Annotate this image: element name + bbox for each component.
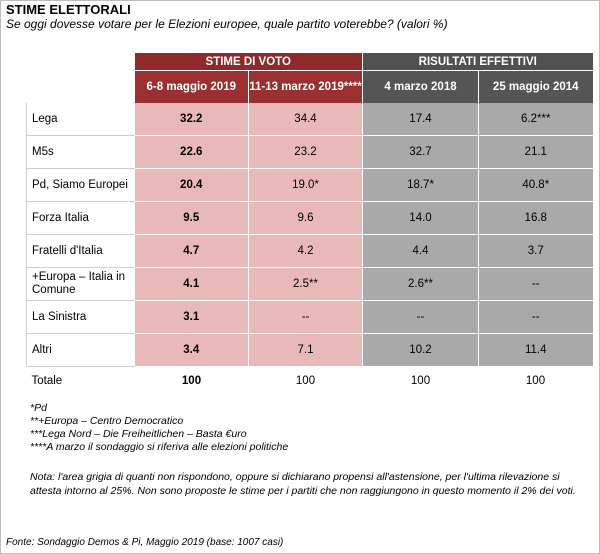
table-row: La Sinistra 3.1 -- -- -- xyxy=(26,300,593,334)
footnote: *Pd xyxy=(30,402,47,414)
total-value: 100 xyxy=(410,375,431,387)
value-cell: 4.4 xyxy=(362,234,479,268)
total-value: 100 xyxy=(295,375,316,387)
value-cell: 3.4 xyxy=(134,333,249,367)
total-value: 100 xyxy=(525,375,546,387)
value-cell: -- xyxy=(478,267,593,301)
value-cell: 7.1 xyxy=(248,333,363,367)
party-name: +Europa – Italia in Comune xyxy=(26,267,135,301)
table-row: Fratelli d'Italia 4.7 4.2 4.4 3.7 xyxy=(26,234,593,268)
footnote: **+Europa – Centro Democratico xyxy=(30,415,184,427)
value-cell: 21.1 xyxy=(478,135,593,169)
value-cell: 17.4 xyxy=(362,103,479,136)
group-header-risultati: RISULTATI EFFETTIVI xyxy=(362,53,593,71)
value-cell: 3.7 xyxy=(478,234,593,268)
party-name: Fratelli d'Italia xyxy=(26,234,135,268)
value-cell: -- xyxy=(478,300,593,334)
table-row: Altri 3.4 7.1 10.2 11.4 xyxy=(26,333,593,367)
column-header: 25 maggio 2014 xyxy=(478,70,593,103)
value-cell: 18.7* xyxy=(362,168,479,202)
footnotes: *Pd **+Europa – Centro Democratico ***Le… xyxy=(30,402,288,454)
value-cell: 4.7 xyxy=(134,234,249,268)
empty-header-cell xyxy=(27,71,135,104)
party-name: M5s xyxy=(26,135,135,169)
value-cell: 16.8 xyxy=(478,201,593,235)
value-cell: 2.6** xyxy=(362,267,479,301)
value-cell: 14.0 xyxy=(362,201,479,235)
footnote: ***Lega Nord – Die Freiheitlichen – Bast… xyxy=(30,428,247,440)
value-cell: 22.6 xyxy=(134,135,249,169)
value-cell: 40.8* xyxy=(478,168,593,202)
value-cell: 9.5 xyxy=(134,201,249,235)
table-body: Lega 32.2 34.4 17.4 6.2*** M5s 22.6 23.2 32.7 21.… xyxy=(26,103,593,367)
table-row: Forza Italia 9.5 9.6 14.0 16.8 xyxy=(26,201,593,235)
column-header: 4 marzo 2018 xyxy=(362,70,479,103)
footnote: ****A marzo il sondaggio si riferiva all… xyxy=(30,441,289,453)
value-cell: 6.2*** xyxy=(478,103,593,136)
value-cell: 4.2 xyxy=(248,234,363,268)
total-label: Totale xyxy=(31,375,63,387)
page-subtitle: Se oggi dovesse votare per le Elezioni e… xyxy=(6,17,448,31)
total-value: 100 xyxy=(181,375,202,387)
group-header-stime: STIME DI VOTO xyxy=(134,53,363,71)
value-cell: 9.6 xyxy=(248,201,363,235)
note-text: Nota: l'area grigia di quanti non rispon… xyxy=(30,471,576,497)
table-row: +Europa – Italia in Comune 4.1 2.5** 2.6** -… xyxy=(26,267,593,301)
value-cell: 32.2 xyxy=(134,103,249,136)
column-header: 11-13 marzo 2019**** xyxy=(248,70,363,103)
table-row: Lega 32.2 34.4 17.4 6.2*** xyxy=(26,103,593,136)
column-header: 6-8 maggio 2019 xyxy=(134,70,249,103)
table-row: Pd, Siamo Europei 20.4 19.0* 18.7* 40.8* xyxy=(26,168,593,202)
value-cell: 32.7 xyxy=(362,135,479,169)
value-cell: 3.1 xyxy=(134,300,249,334)
party-name: Forza Italia xyxy=(26,201,135,235)
party-name: Altri xyxy=(26,333,135,367)
party-name: La Sinistra xyxy=(26,300,135,334)
value-cell: -- xyxy=(248,300,363,334)
value-cell: -- xyxy=(362,300,479,334)
source-text: Fonte: Sondaggio Demos & Pi, Maggio 2019… xyxy=(6,537,284,548)
results-table: STIME DI VOTO RISULTATI EFFETTIVI 6-8 ma… xyxy=(26,53,593,395)
value-cell: 20.4 xyxy=(134,168,249,202)
value-cell: 11.4 xyxy=(478,333,593,367)
party-name: Lega xyxy=(26,103,135,136)
value-cell: 2.5** xyxy=(248,267,363,301)
value-cell: 10.2 xyxy=(362,333,479,367)
empty-header-cell xyxy=(27,53,135,71)
page-title: STIME ELETTORALI xyxy=(6,2,131,17)
total-row: Totale 100 100 100 100 xyxy=(27,367,593,396)
value-cell: 4.1 xyxy=(134,267,249,301)
table-row: M5s 22.6 23.2 32.7 21.1 xyxy=(26,135,593,169)
value-cell: 34.4 xyxy=(248,103,363,136)
party-name: Pd, Siamo Europei xyxy=(26,168,135,202)
value-cell: 23.2 xyxy=(248,135,363,169)
value-cell: 19.0* xyxy=(248,168,363,202)
